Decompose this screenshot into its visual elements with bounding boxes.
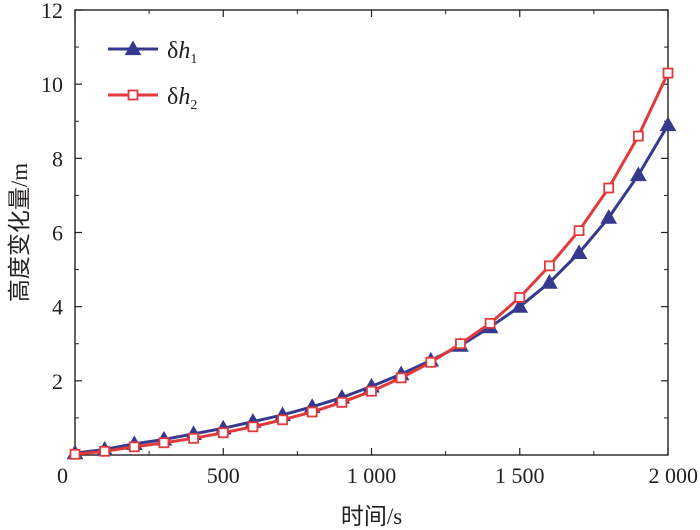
data-point	[395, 372, 407, 384]
x-tick-label: 1 500	[495, 463, 545, 488]
data-point	[277, 414, 288, 426]
data-point	[484, 317, 496, 329]
data-point	[455, 338, 466, 350]
x-tick-label: 1 000	[347, 463, 397, 488]
data-point	[544, 260, 555, 272]
y-axis-title: 高度变化量/m	[7, 163, 32, 302]
data-point	[217, 427, 229, 439]
data-point	[659, 116, 677, 132]
data-point	[662, 67, 674, 79]
data-point	[158, 437, 170, 449]
y-tick-label: 4	[52, 295, 63, 320]
legend-item-1: δh1	[108, 38, 197, 67]
data-point	[425, 356, 437, 368]
data-point	[511, 298, 529, 313]
data-point	[632, 130, 644, 142]
data-point	[366, 385, 377, 397]
data-point	[573, 225, 585, 237]
data-point	[247, 421, 259, 433]
data-point	[600, 209, 618, 224]
y-tick-label: 8	[52, 146, 63, 171]
data-point	[99, 445, 111, 457]
legend-marker	[124, 40, 142, 56]
legend-label: δh1	[167, 38, 197, 67]
data-point	[336, 396, 348, 408]
data-point	[629, 166, 647, 182]
x-tick-label: 0	[57, 463, 68, 488]
series-2	[69, 67, 674, 460]
data-point	[603, 182, 615, 194]
series-line	[74, 124, 670, 455]
legend: δh1 δh2	[108, 38, 197, 113]
data-point	[188, 432, 200, 444]
data-point	[514, 291, 526, 303]
series-1	[66, 116, 677, 460]
legend-label: δh2	[167, 84, 197, 113]
y-tick-label: 12	[41, 0, 63, 23]
legend-item-2: δh2	[108, 84, 197, 113]
data-point	[128, 441, 140, 453]
data-point	[306, 406, 318, 418]
data-point	[69, 448, 81, 460]
y-tick-label: 10	[41, 72, 63, 97]
y-tick-label: 2	[52, 369, 63, 394]
y-tick-label: 6	[52, 221, 63, 246]
data-point	[570, 244, 588, 260]
series-line	[74, 72, 670, 456]
axes: 0 500 1 000 1 500 2 000 2 4 6 8 10 12 时间/s 高度变化量/m	[7, 0, 698, 529]
x-tick-label: 2 000	[649, 463, 699, 488]
data-point	[541, 274, 558, 289]
x-tick-label: 500	[207, 463, 240, 488]
series-layer	[66, 67, 677, 460]
x-axis-title: 时间/s	[341, 504, 402, 529]
legend-marker	[127, 89, 139, 101]
